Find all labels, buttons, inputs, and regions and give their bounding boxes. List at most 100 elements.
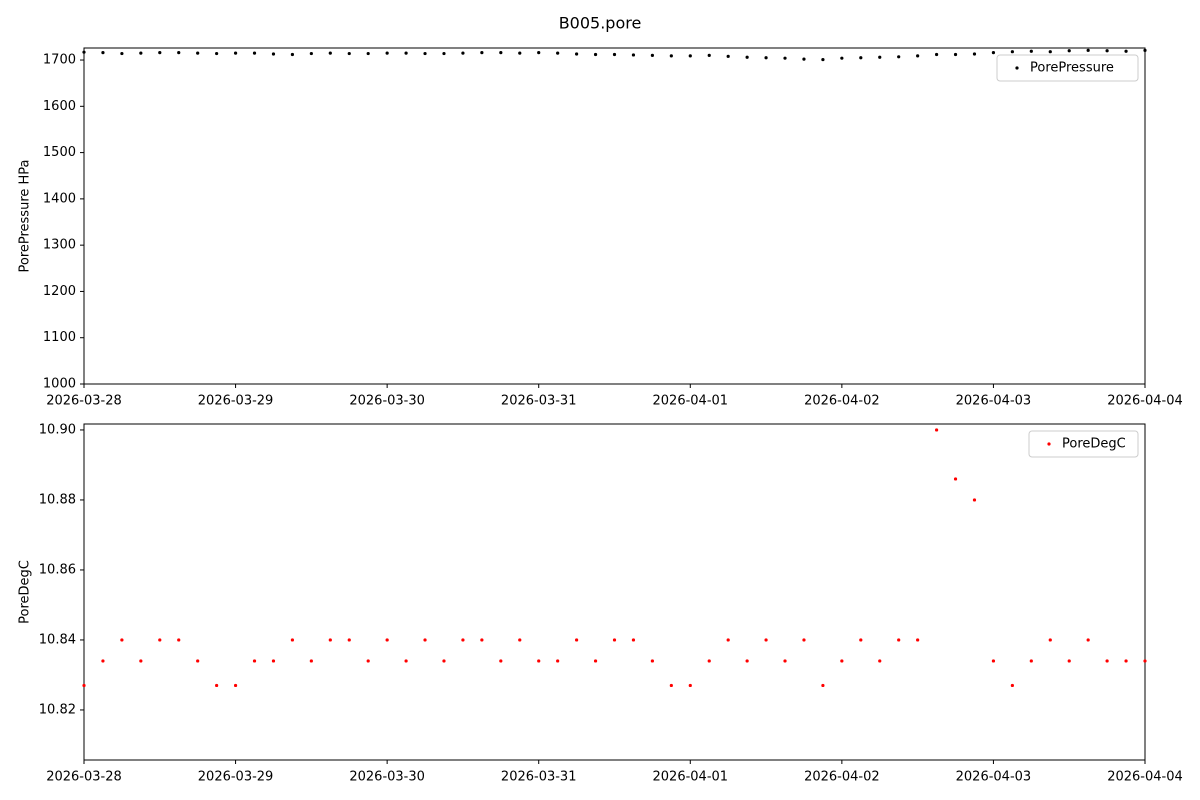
x-tick-label: 2026-03-30 (349, 394, 425, 409)
scatter-point (669, 683, 673, 688)
scatter-point (953, 52, 958, 57)
scatter-point (1010, 50, 1014, 54)
scatter-point (726, 54, 730, 58)
scatter-point (158, 638, 162, 642)
y-tick-label: 1600 (43, 99, 76, 114)
scatter-point (1086, 638, 1090, 642)
scatter-point (537, 51, 541, 55)
scatter-point (177, 51, 181, 55)
scatter-point (252, 659, 257, 663)
scatter-point (1143, 48, 1147, 52)
scatter-point (688, 54, 692, 58)
scatter-point (953, 477, 958, 481)
scatter-point (783, 659, 787, 663)
scatter-point (442, 51, 446, 56)
legend-label: PorePressure (1030, 61, 1114, 76)
scatter-point (878, 55, 882, 59)
scatter-point (139, 51, 143, 55)
scatter-point (991, 51, 996, 55)
scatter-point (556, 659, 560, 663)
scatter-point (1105, 659, 1109, 663)
scatter-point (423, 638, 427, 642)
scatter-point (233, 683, 238, 688)
scatter-point (783, 56, 787, 60)
scatter-point (1029, 659, 1033, 663)
scatter-point (290, 52, 295, 57)
legend-box (1028, 430, 1139, 458)
x-tick-label: 2026-03-31 (501, 770, 577, 785)
scatter-point (650, 659, 654, 663)
scatter-point (916, 54, 920, 58)
scatter-point (366, 659, 370, 663)
x-tick-label: 2026-03-30 (349, 770, 425, 785)
x-tick-label: 2026-03-29 (198, 770, 274, 785)
scatter-point (271, 52, 276, 56)
scatter-point (366, 51, 370, 56)
scatter-point (859, 638, 863, 642)
scatter-point (1086, 48, 1090, 52)
scatter-point (233, 51, 238, 55)
scatter-point (442, 659, 446, 663)
y-tick-label: 1200 (43, 284, 76, 299)
x-tick-label: 2026-04-01 (653, 394, 729, 409)
y-tick-label: 1700 (43, 53, 76, 68)
scatter-point (480, 638, 484, 642)
y-tick-label: 10.90 (39, 422, 76, 437)
scatter-point (461, 638, 465, 642)
scatter-point (252, 51, 257, 55)
scatter-point (499, 51, 503, 55)
scatter-point (726, 638, 730, 642)
scatter-point (120, 638, 124, 642)
y-tick-label: 1100 (43, 330, 76, 345)
scatter-point (1105, 49, 1109, 53)
scatter-point (101, 51, 105, 55)
y-tick-label: 10.88 (39, 492, 76, 507)
scatter-point (1029, 49, 1033, 53)
scatter-point (556, 51, 560, 55)
scatter-point (196, 51, 200, 55)
y-tick-label: 10.82 (39, 702, 76, 717)
scatter-point (972, 498, 977, 502)
scatter-point (1067, 659, 1071, 663)
scatter-point (196, 659, 200, 663)
x-tick-label: 2026-03-28 (46, 394, 122, 409)
scatter-point (631, 638, 636, 642)
x-tick-label: 2026-03-29 (198, 394, 274, 409)
scatter-point (328, 638, 332, 642)
y-tick-label: 1000 (43, 377, 76, 392)
scatter-point (1010, 683, 1014, 688)
scatter-point (480, 51, 484, 55)
scatter-point (1067, 49, 1071, 53)
scatter-point (840, 56, 844, 60)
scatter-point (764, 638, 768, 642)
x-tick-label: 2026-04-04 (1107, 394, 1183, 409)
scatter-point (991, 659, 996, 663)
x-tick-label: 2026-03-31 (501, 394, 577, 409)
scatter-point (385, 638, 389, 642)
legend-label: PoreDegC (1062, 437, 1126, 452)
y-tick-label: 1300 (43, 238, 76, 253)
scatter-point (1143, 659, 1147, 663)
scatter-point (499, 659, 503, 663)
scatter-point (271, 659, 276, 663)
x-tick-label: 2026-04-02 (804, 394, 880, 409)
scatter-point (423, 51, 427, 56)
scatter-point (347, 638, 351, 642)
scatter-point (821, 57, 825, 62)
x-tick-label: 2026-04-01 (653, 770, 729, 785)
scatter-point (612, 638, 617, 642)
scatter-point (537, 659, 541, 663)
scatter-point (120, 51, 124, 56)
scatter-point (518, 51, 522, 55)
scatter-point (158, 51, 162, 55)
scatter-point (328, 51, 332, 55)
scatter-point (461, 51, 465, 55)
legend-marker (1047, 442, 1051, 446)
scatter-point (916, 638, 920, 642)
scatter-point (518, 638, 522, 642)
scatter-point (878, 659, 882, 663)
scatter-point (215, 683, 219, 688)
scatter-point (897, 638, 901, 642)
scatter-point (840, 659, 844, 663)
